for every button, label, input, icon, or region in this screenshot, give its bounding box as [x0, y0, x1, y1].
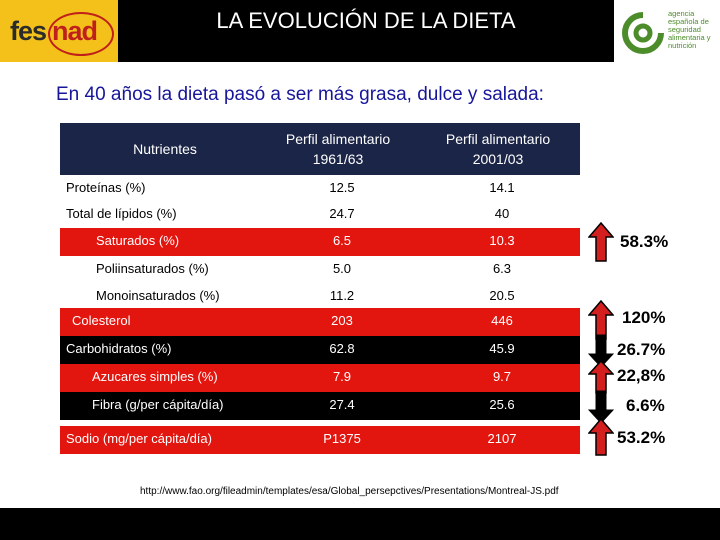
row-label: Colesterol — [72, 313, 131, 328]
aesan-line: nutrición — [668, 41, 697, 50]
row-label: Total de lípidos (%) — [66, 206, 177, 221]
row-label: Fibra (g/per cápita/día) — [92, 397, 224, 412]
change-saturados: 58.3% — [620, 232, 669, 251]
change-carbohidratos: 26.7% — [617, 340, 666, 359]
aesan-line: seguridad — [668, 25, 701, 34]
arrow-up-icon — [588, 418, 614, 456]
row-value-2001: 14.1 — [489, 180, 515, 195]
logo-text-nad: nad — [52, 16, 98, 46]
row-label: Sodio (mg/per cápita/día) — [66, 431, 212, 446]
row-value-1961: 62.8 — [329, 341, 355, 356]
table-row: Proteínas (%) 12.5 14.1 — [0, 175, 720, 203]
row-label: Monoinsaturados (%) — [96, 288, 220, 303]
table-row-highlight: Azucares simples (%) 7.9 9.7 — [60, 364, 580, 392]
table-row: Monoinsaturados (%) 11.2 20.5 — [0, 283, 720, 311]
row-value-2001: 10.3 — [489, 233, 515, 248]
row-value-1961: 11.2 — [329, 288, 355, 303]
row-value-2001: 9.7 — [492, 369, 512, 384]
header-nutrientes: Nutrientes — [133, 141, 197, 157]
change-azucares: 22,8% — [617, 366, 666, 385]
change-fibra: 6.6% — [626, 396, 665, 415]
row-value-1961: 24.7 — [329, 206, 355, 221]
logo-oval — [48, 12, 114, 56]
header-col-1961: Perfil alimentario 1961/63 — [285, 131, 391, 167]
arrow-up-icon — [588, 222, 614, 262]
row-value-2001: 25.6 — [489, 397, 515, 412]
row-value-2001: 2107 — [487, 431, 517, 446]
arrow-down-icon — [588, 334, 614, 368]
aesan-logo-text: agencia española de seguridad alimentari… — [668, 10, 711, 50]
header-col-2001: Perfil alimentario 2001/03 — [445, 131, 551, 167]
row-value-1961: 27.4 — [329, 397, 355, 412]
row-value-2001: 20.5 — [489, 288, 515, 303]
row-value-2001: 40 — [494, 206, 510, 221]
row-value-1961: 12.5 — [329, 180, 355, 195]
table-row-highlight: Colesterol 203 446 — [60, 308, 580, 336]
table-row: Total de lípidos (%) 24.7 40 — [0, 201, 720, 229]
row-value-1961: 5.0 — [332, 261, 352, 276]
row-label: Proteínas (%) — [66, 180, 146, 195]
arrow-down-icon — [588, 390, 614, 424]
logo-text-fes: fes — [10, 16, 47, 46]
table-header: Nutrientes Perfil alimentario 1961/63 Pe… — [60, 123, 580, 175]
header: fes nad LA EVOLUCIÓN DE LA DIETA agencia… — [0, 0, 720, 62]
aesan-line: agencia — [668, 9, 695, 18]
aesan-line: española de — [668, 17, 709, 26]
aesan-logo: agencia española de seguridad alimentari… — [616, 6, 720, 58]
table-row-highlight: Saturados (%) 6.5 10.3 — [60, 228, 580, 256]
title-bar: LA EVOLUCIÓN DE LA DIETA — [118, 0, 614, 62]
row-value-1961: 203 — [331, 313, 353, 328]
row-value-1961: 6.5 — [332, 233, 352, 248]
row-value-2001: 45.9 — [489, 341, 515, 356]
fesnad-logo: fes nad — [0, 0, 118, 62]
table-row-dark: Fibra (g/per cápita/día) 27.4 25.6 — [60, 392, 580, 420]
table-row-dark: Carbohidratos (%) 62.8 45.9 — [60, 336, 580, 364]
row-label: Poliinsaturados (%) — [96, 261, 209, 276]
row-label: Saturados (%) — [96, 233, 180, 248]
row-value-2001: 446 — [491, 313, 513, 328]
change-colesterol: 120% — [622, 308, 666, 327]
slide-title: LA EVOLUCIÓN DE LA DIETA — [216, 8, 516, 33]
change-sodio: 53.2% — [617, 428, 666, 447]
row-label: Carbohidratos (%) — [66, 341, 172, 356]
aesan-line: alimentaria y — [668, 33, 711, 42]
aesan-logo-icon — [622, 12, 664, 54]
arrow-up-icon — [588, 360, 614, 394]
table-row-highlight: Sodio (mg/per cápita/día) P1375 2107 — [60, 426, 580, 454]
row-value-2001: 6.3 — [492, 261, 512, 276]
row-label: Azucares simples (%) — [92, 369, 218, 384]
row-value-1961: P1375 — [323, 431, 361, 446]
source-link[interactable]: http://www.fao.org/fileadmin/templates/e… — [140, 486, 559, 497]
table-row: Poliinsaturados (%) 5.0 6.3 — [0, 256, 720, 284]
footer-bar — [0, 508, 720, 540]
subtitle: En 40 años la dieta pasó a ser más grasa… — [56, 84, 544, 105]
row-value-1961: 7.9 — [332, 369, 352, 384]
